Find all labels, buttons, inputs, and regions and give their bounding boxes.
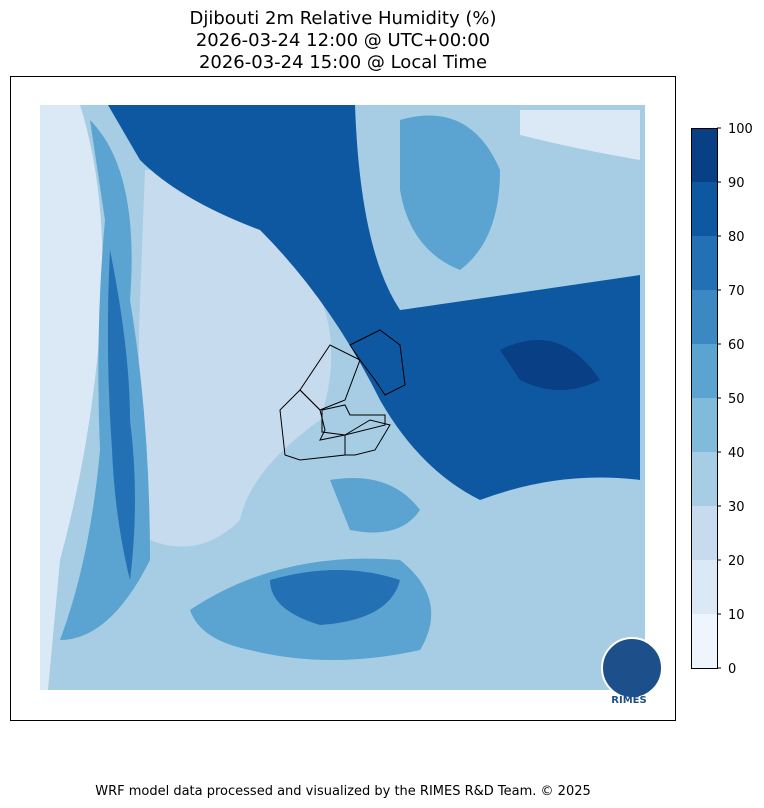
- tick-label: 50: [728, 392, 745, 407]
- colorbar-segment: [691, 182, 717, 236]
- colorbar: 0 10 20 30 40 50 60 70 80 90 100: [691, 122, 753, 677]
- colorbar-segment: [691, 398, 717, 452]
- map: [40, 105, 645, 690]
- contour: [40, 105, 103, 690]
- title-line: 2026-03-24 15:00 @ Local Time: [199, 52, 487, 73]
- tick-label: 80: [728, 230, 745, 245]
- colorbar-segment: [691, 344, 717, 398]
- contour: [330, 478, 420, 533]
- contour: [108, 105, 640, 500]
- colorbar-frame: [691, 128, 718, 669]
- tick-label: 100: [728, 122, 753, 137]
- tick-label: 70: [728, 284, 745, 299]
- colorbar-segment: [691, 452, 717, 506]
- tick-label: 40: [728, 446, 745, 461]
- tick-label: 30: [728, 500, 745, 515]
- colorbar-segment: [691, 506, 717, 560]
- title-line: 2026-03-24 12:00 @ UTC+00:00: [196, 30, 490, 51]
- boundaries: [279, 329, 406, 461]
- colorbar-segment: [691, 560, 717, 614]
- colorbar-segment: [691, 614, 717, 668]
- colorbar-segment: [691, 290, 717, 344]
- tick-label: 60: [728, 338, 745, 353]
- contour: [270, 570, 400, 625]
- tick-label: 0: [728, 662, 736, 677]
- contour: [500, 340, 600, 390]
- logo-text: RIMES: [611, 695, 646, 706]
- footer: WRF model data processed and visualized …: [95, 784, 591, 799]
- logo: RIMES: [601, 637, 663, 706]
- contour: [400, 115, 500, 270]
- title-line: Djibouti 2m Relative Humidity (%): [190, 8, 497, 29]
- tick-label: 20: [728, 554, 745, 569]
- colorbar-segment: [691, 236, 717, 290]
- tick-label: 90: [728, 176, 745, 191]
- map-frame: [10, 76, 676, 721]
- contour: [138, 169, 332, 547]
- colorbar-segment: [691, 128, 717, 182]
- contour: [107, 250, 135, 580]
- tick-label: 10: [728, 608, 745, 623]
- contour: [520, 110, 640, 160]
